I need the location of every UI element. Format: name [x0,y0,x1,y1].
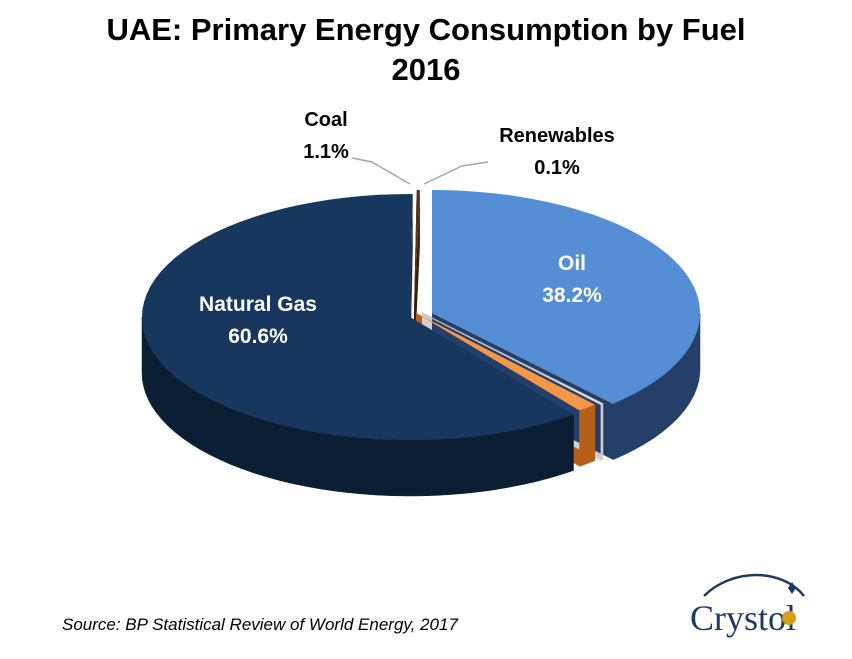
chart-title: UAE: Primary Energy Consumption by Fuel … [0,10,852,90]
label-value-renewables: 0.1% [534,157,580,179]
slice-side-coal [579,404,596,467]
logo-wordmark: Crystol [690,598,796,638]
label-name-oil: Oil [558,252,586,275]
slice-oil [432,190,700,404]
label-value-coal: 1.1% [303,141,349,163]
chart-title-main: UAE: Primary Energy Consumption by Fuel [106,12,746,47]
leader-line-coal [351,157,411,185]
slice-renewables [421,312,604,406]
pie-tops [142,190,700,440]
slice-slice [414,190,420,313]
label-name-natural-gas: Natural Gas [199,293,317,316]
logo-arc [703,573,805,597]
label-name-coal: Coal [304,109,347,131]
logo-drop-icon [782,611,796,625]
slice-side-renewables [600,403,604,462]
label-name-renewables: Renewables [499,125,615,147]
chart-subtitle: 2016 [391,52,461,87]
leader-line-renewables [423,161,489,185]
source-note: Source: BP Statistical Review of World E… [62,615,458,634]
slice-natural-gas [142,194,574,440]
slice-side-oil [612,312,701,461]
label-value-oil: 38.2% [542,284,602,307]
slice-coal [416,313,595,411]
logo-diamond-icon [788,582,796,594]
crystol-logo: Crystol [682,566,822,646]
label-value-natural-gas: 60.6% [228,325,288,348]
